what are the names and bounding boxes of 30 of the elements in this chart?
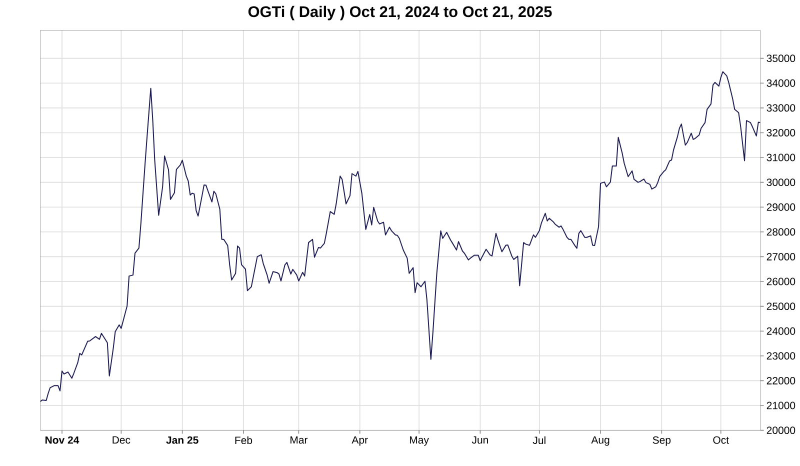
- y-tick-label: 26000: [766, 278, 796, 286]
- chart-title: OGTi ( Daily ) Oct 21, 2024 to Oct 21, 2025: [248, 6, 552, 20]
- line-series: [40, 71, 760, 402]
- y-tick-label: 34000: [766, 79, 796, 87]
- y-tick-label: 28000: [766, 228, 796, 236]
- y-tick-label: 22000: [766, 376, 796, 384]
- y-tick-label: 32000: [766, 129, 796, 136]
- y-tick-label: 23000: [766, 352, 796, 360]
- x-tick-label: Apr: [352, 436, 368, 446]
- x-tick-label: Feb: [235, 436, 252, 444]
- y-tick-label: 33000: [766, 104, 796, 112]
- x-tick-label: Oct: [713, 436, 729, 444]
- x-tick-label: Nov 24: [45, 436, 80, 444]
- y-tick-label: 29000: [766, 203, 796, 211]
- y-tick-label: 35000: [766, 54, 796, 62]
- y-tick-label: 24000: [766, 327, 796, 335]
- y-tick-label: 30000: [766, 178, 796, 186]
- x-tick-label: Jun: [472, 436, 488, 444]
- y-tick-label: 27000: [766, 253, 796, 260]
- y-tick-label: 25000: [766, 302, 796, 310]
- x-tick-label: May: [410, 436, 429, 446]
- x-tick-label: Aug: [591, 436, 610, 446]
- y-tick-label: 20000: [766, 426, 796, 434]
- x-tick-label: Jul: [532, 436, 546, 444]
- x-tick-label: Jan 25: [166, 436, 198, 444]
- y-tick-label: 31000: [766, 154, 796, 162]
- x-tick-label: Mar: [290, 436, 308, 444]
- x-tick-label: Dec: [112, 436, 130, 444]
- y-tick-label: 21000: [766, 402, 796, 410]
- x-tick-label: Sep: [652, 436, 671, 446]
